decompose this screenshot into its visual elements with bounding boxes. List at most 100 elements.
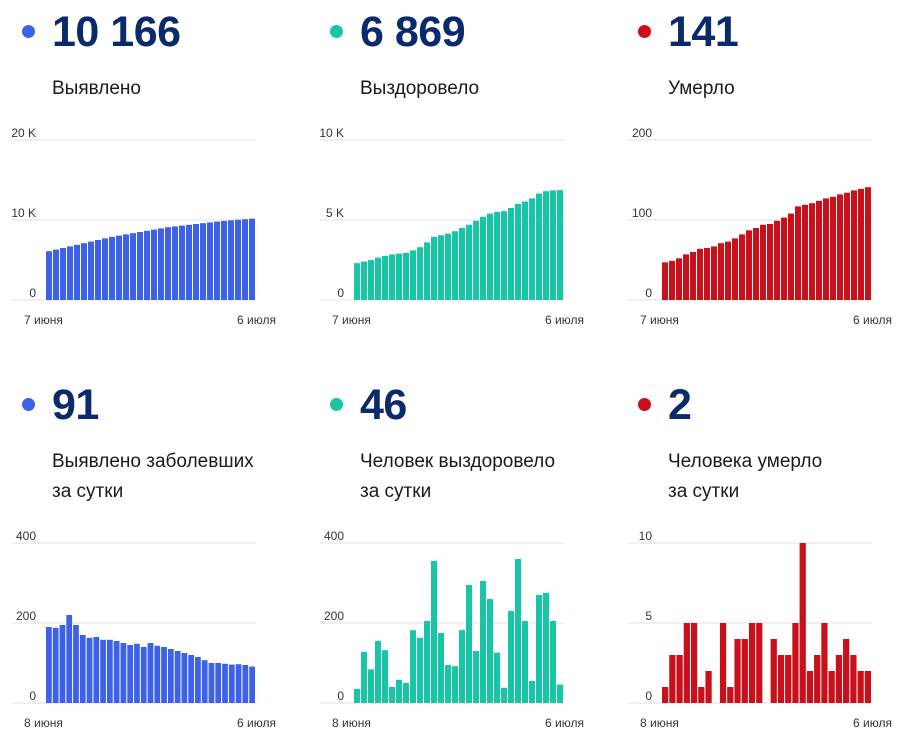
bar bbox=[95, 240, 101, 300]
bar bbox=[242, 665, 249, 703]
bar bbox=[718, 243, 724, 300]
bar bbox=[727, 687, 734, 703]
x-tick-label-end: 6 июля bbox=[545, 313, 584, 327]
bar bbox=[690, 252, 696, 300]
bar bbox=[732, 238, 738, 300]
y-tick-label: 100 bbox=[632, 206, 652, 220]
bar bbox=[501, 687, 507, 703]
bar bbox=[67, 246, 73, 300]
bar bbox=[480, 581, 486, 703]
bar bbox=[222, 663, 228, 703]
bar bbox=[719, 623, 727, 703]
bar bbox=[389, 254, 395, 300]
bar bbox=[748, 623, 756, 703]
bar bbox=[529, 681, 535, 703]
bar bbox=[438, 235, 444, 300]
stat-label: Умерло bbox=[668, 78, 735, 99]
bar bbox=[431, 561, 437, 703]
bar bbox=[473, 220, 479, 300]
bar bbox=[137, 232, 143, 300]
bar bbox=[843, 639, 850, 703]
bar bbox=[154, 645, 161, 703]
bar bbox=[417, 247, 423, 300]
stat-panel-2: 6 869 Выздоровело 0 5 K 10 K 7 июня 6 июля bbox=[308, 0, 598, 360]
bar bbox=[851, 190, 857, 300]
bar bbox=[529, 198, 535, 300]
bar bbox=[66, 615, 73, 703]
bar bbox=[382, 256, 388, 300]
bar bbox=[756, 623, 763, 703]
series-dot-icon bbox=[330, 25, 343, 38]
stat-number: 91 bbox=[52, 381, 99, 429]
bar bbox=[235, 664, 242, 703]
bar bbox=[375, 257, 381, 300]
bar bbox=[410, 250, 416, 300]
bar bbox=[774, 220, 780, 300]
bar-chart: 0 200 400 8 июня 6 июля bbox=[320, 529, 584, 730]
bar bbox=[144, 230, 150, 300]
bar bbox=[424, 621, 430, 703]
bar bbox=[459, 630, 465, 703]
bar bbox=[466, 224, 472, 300]
bar bbox=[522, 621, 528, 703]
y-tick-label: 0 bbox=[337, 689, 344, 703]
bar bbox=[438, 633, 444, 703]
bar bbox=[515, 204, 521, 300]
y-tick-label: 5 K bbox=[326, 206, 344, 220]
series-dot-icon bbox=[638, 398, 651, 411]
y-tick-label: 400 bbox=[324, 529, 344, 543]
bar bbox=[857, 671, 864, 703]
bar bbox=[127, 645, 134, 703]
bar bbox=[788, 213, 794, 300]
series-dot-icon bbox=[22, 398, 35, 411]
bar bbox=[459, 228, 465, 300]
bar bbox=[785, 655, 792, 703]
bar bbox=[188, 655, 195, 703]
bar bbox=[683, 623, 690, 703]
bar bbox=[746, 230, 752, 300]
x-tick-label-end: 6 июля bbox=[237, 313, 276, 327]
bar bbox=[799, 543, 806, 703]
bar bbox=[186, 224, 192, 300]
bar bbox=[79, 635, 86, 703]
bar bbox=[375, 641, 381, 703]
bar-chart: 0 200 400 8 июня 6 июля bbox=[12, 529, 276, 730]
y-tick-label: 200 bbox=[16, 609, 36, 623]
bar bbox=[809, 203, 815, 300]
bar bbox=[368, 669, 374, 703]
bar bbox=[228, 664, 235, 703]
bar bbox=[396, 679, 402, 703]
bar bbox=[361, 261, 367, 300]
bar bbox=[431, 236, 437, 300]
bar bbox=[46, 627, 52, 703]
bar bbox=[734, 639, 741, 703]
bar bbox=[452, 231, 458, 300]
bar bbox=[508, 208, 514, 300]
bar bbox=[208, 663, 215, 703]
x-tick-label-start: 8 июня bbox=[640, 716, 679, 730]
stat-panel-1: 10 166 Выявлено 0 10 K 20 K 7 июня 6 июля bbox=[0, 0, 290, 360]
bar bbox=[508, 611, 514, 703]
bar bbox=[134, 643, 140, 703]
bar bbox=[823, 198, 829, 300]
bar bbox=[487, 213, 493, 300]
stat-number: 10 166 bbox=[52, 8, 181, 56]
bar bbox=[147, 643, 154, 703]
bar bbox=[249, 218, 255, 300]
bar bbox=[195, 657, 201, 703]
bar bbox=[816, 200, 822, 300]
y-tick-label: 10 K bbox=[11, 206, 36, 220]
stat-label: Выздоровело bbox=[360, 78, 480, 99]
stat-number: 46 bbox=[360, 381, 407, 429]
bar bbox=[74, 244, 80, 300]
y-tick-label: 200 bbox=[324, 609, 344, 623]
bar bbox=[102, 238, 108, 300]
y-tick-label: 0 bbox=[29, 689, 36, 703]
bar-chart: 0 5 10 8 июня 6 июля bbox=[628, 529, 892, 730]
y-tick-label: 400 bbox=[16, 529, 36, 543]
bar bbox=[158, 228, 164, 300]
bar bbox=[669, 260, 675, 300]
bar bbox=[781, 217, 787, 300]
bar bbox=[172, 226, 178, 300]
bar bbox=[821, 623, 828, 703]
